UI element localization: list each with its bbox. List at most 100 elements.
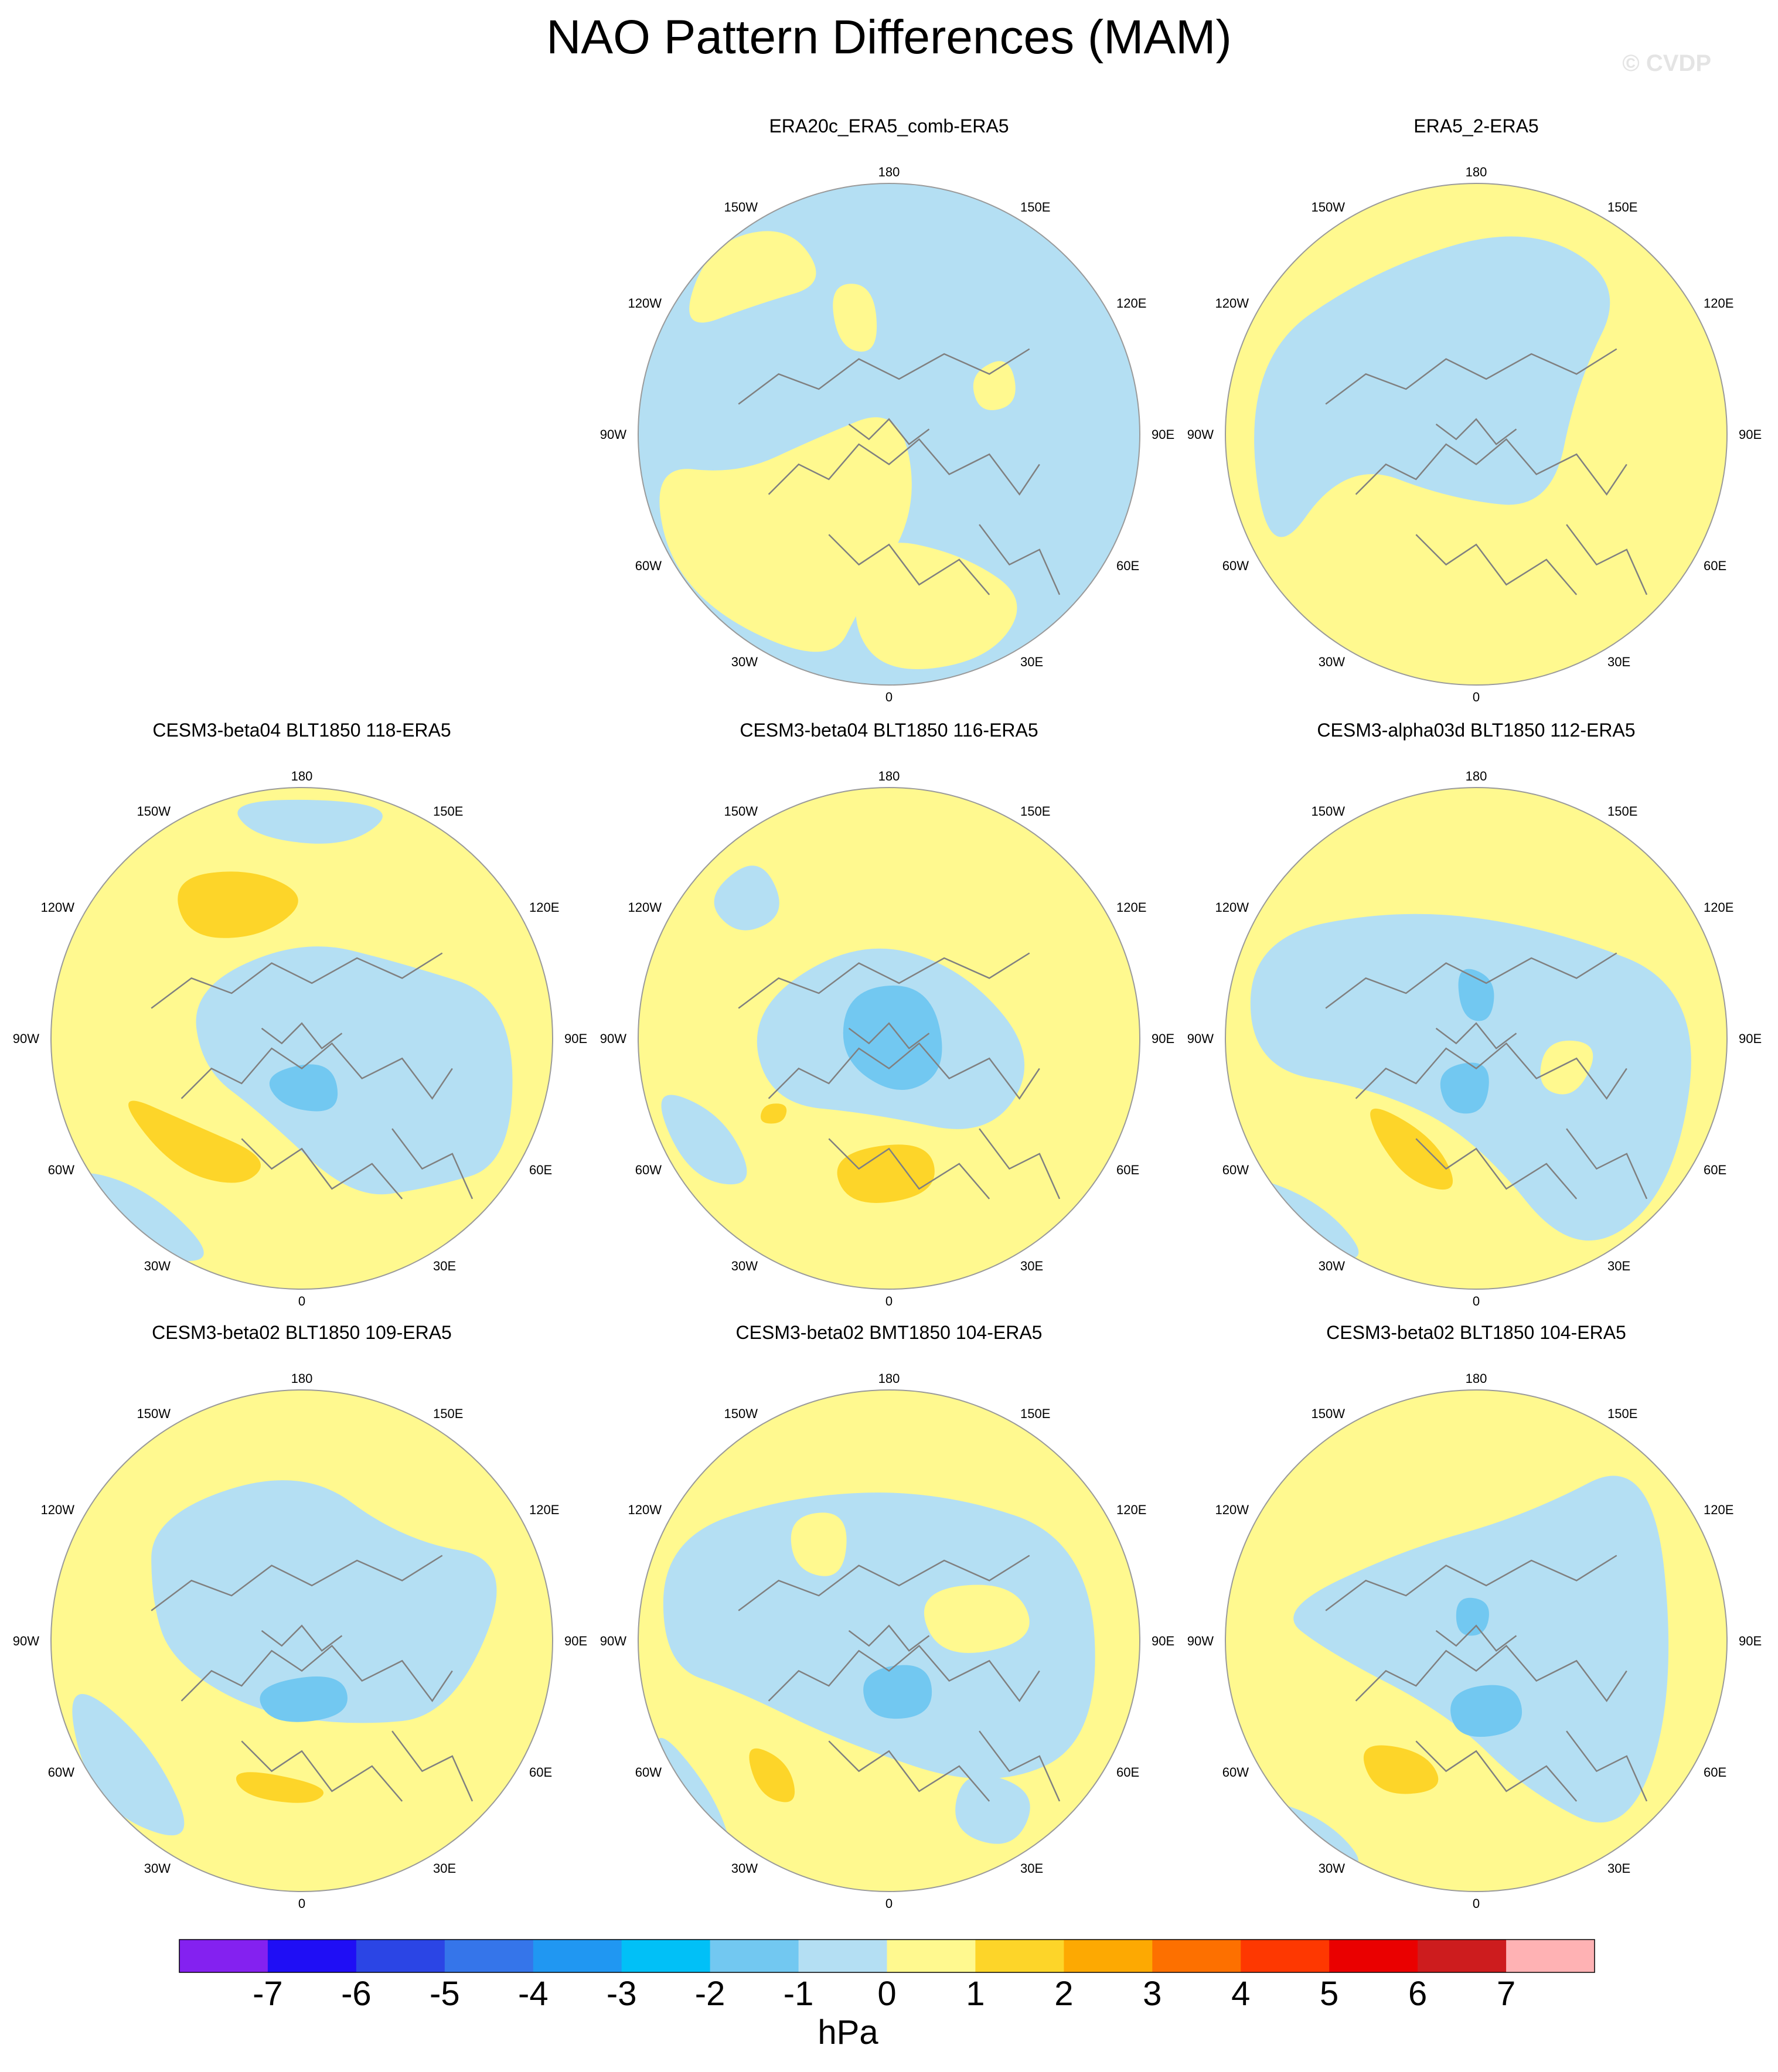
lon-label: 90E: [564, 1634, 587, 1648]
colorbar-tick-label: -4: [518, 1975, 549, 2013]
contour-region: [689, 231, 816, 323]
lon-label: 0: [885, 690, 893, 704]
lon-label: 150E: [1607, 804, 1637, 819]
coastline: [1355, 438, 1627, 496]
lon-label: 60W: [635, 1765, 662, 1780]
colorbar-tick-label: -6: [341, 1975, 372, 2013]
lon-label: 150W: [1312, 804, 1346, 819]
coastline: [768, 438, 1040, 496]
coastline: [1566, 1128, 1648, 1199]
contour-region: [237, 799, 383, 844]
contour-region: [1540, 1040, 1593, 1095]
lon-label: 90E: [1739, 427, 1762, 442]
lon-label: 60W: [1222, 1163, 1249, 1177]
map-border: [638, 183, 1140, 686]
lon-label: 30W: [731, 1861, 758, 1876]
lon-label: 120W: [628, 1502, 662, 1517]
lon-label: 120E: [1704, 900, 1733, 915]
colorbar-tick-label: 1: [966, 1975, 985, 2013]
lon-label: 60E: [1704, 1765, 1726, 1780]
panel-title: CESM3-beta02 BMT1850 104-ERA5: [735, 1322, 1043, 1343]
lon-label: 0: [1473, 1294, 1480, 1308]
map-border: [1225, 787, 1728, 1290]
lon-label: 60W: [1222, 558, 1249, 573]
lon-label: 90E: [1152, 1031, 1174, 1046]
contour-region: [714, 865, 779, 931]
colorbar-tick-label: -5: [430, 1975, 460, 2013]
lon-label: 90E: [1739, 1634, 1762, 1648]
lon-label: 0: [298, 1294, 305, 1308]
coastline: [738, 1555, 1030, 1611]
coastline: [848, 1022, 930, 1049]
lon-label: 30W: [731, 1259, 758, 1273]
coastline: [1566, 1730, 1648, 1802]
lon-label: 120W: [628, 900, 662, 915]
lon-label: 0: [885, 1294, 893, 1308]
colorbar-swatch: [356, 1940, 445, 1972]
lon-label: 60W: [635, 1163, 662, 1177]
lon-label: 30E: [1607, 1861, 1630, 1876]
lon-label: 30W: [1319, 1861, 1345, 1876]
lon-label: 30W: [1319, 1259, 1345, 1273]
lon-label: 90W: [13, 1634, 39, 1648]
colorbar-tick-label: 7: [1496, 1975, 1516, 2013]
map-panel: 180 150E 120E 90E 60E 30E 0 30W 60W 90W 120W 150W: [1187, 769, 1762, 1308]
map-panel: 180 150E 120E 90E 60E 30E 0 30W 60W 90W 120W 150W: [600, 165, 1174, 704]
contour-region: [760, 1103, 787, 1124]
map-panel: 180 150E 120E 90E 60E 30E 0 30W 60W 90W 120W 150W: [600, 769, 1174, 1308]
lon-label: 180: [1466, 769, 1487, 783]
contour-region: [128, 1100, 261, 1183]
lon-label: 150W: [724, 1406, 758, 1421]
coastline: [1435, 418, 1517, 445]
panel-title: CESM3-beta02 BLT1850 109-ERA5: [152, 1322, 452, 1343]
contour-region: [1450, 1685, 1522, 1737]
panel-title: CESM3-beta02 BLT1850 104-ERA5: [1326, 1322, 1626, 1343]
contour-region: [236, 1772, 324, 1803]
contour-region: [955, 1775, 1030, 1844]
colorbar-swatch: [267, 1940, 357, 1972]
coastline: [828, 1138, 990, 1199]
contour-region: [843, 985, 942, 1090]
contour-region: [178, 871, 298, 938]
coastline: [1566, 524, 1648, 595]
colorbar-tick-label: -3: [606, 1975, 637, 2013]
coastline: [979, 524, 1061, 595]
colorbar-swatch: [1241, 1940, 1330, 1972]
lon-label: 30E: [1020, 1861, 1043, 1876]
colorbar-swatch: [533, 1940, 622, 1972]
lon-label: 150W: [724, 804, 758, 819]
contour-region: [924, 1584, 1030, 1653]
coastline: [1325, 1555, 1617, 1611]
colorbar-tick-label: 3: [1143, 1975, 1162, 2013]
coastline: [261, 1022, 343, 1049]
lon-label: 120W: [628, 296, 662, 311]
contour-region: [661, 1095, 747, 1185]
lon-label: 150E: [1607, 200, 1637, 214]
coastline: [180, 1042, 453, 1100]
colorbar-tick-label: 6: [1408, 1975, 1428, 2013]
lon-label: 30E: [1020, 1259, 1043, 1273]
lon-label: 60E: [1704, 558, 1726, 573]
coastline: [979, 1730, 1061, 1802]
lon-label: 120E: [1116, 900, 1146, 915]
coastline: [180, 1644, 453, 1702]
lon-label: 120W: [1215, 1502, 1249, 1517]
map-panel: 180 150E 120E 90E 60E 30E 0 30W 60W 90W 120W 150W: [1187, 165, 1762, 704]
panel-title: CESM3-alpha03d BLT1850 112-ERA5: [1317, 720, 1636, 741]
lon-label: 120E: [529, 900, 559, 915]
colorbar-swatch: [798, 1940, 887, 1972]
lon-label: 60E: [1116, 1765, 1139, 1780]
lon-label: 60E: [529, 1765, 552, 1780]
lon-label: 120E: [1704, 296, 1733, 311]
lon-label: 150W: [1312, 200, 1346, 214]
colorbar-swatch: [179, 1940, 268, 1972]
lon-label: 150W: [1312, 1406, 1346, 1421]
contour-region: [973, 361, 1016, 410]
contour-region: [837, 1144, 935, 1203]
coastline: [241, 1740, 403, 1802]
coastline: [848, 1624, 930, 1652]
lon-label: 150E: [1020, 1406, 1050, 1421]
lon-label: 30E: [433, 1259, 456, 1273]
coastline: [848, 418, 930, 445]
map-border: [50, 787, 553, 1290]
